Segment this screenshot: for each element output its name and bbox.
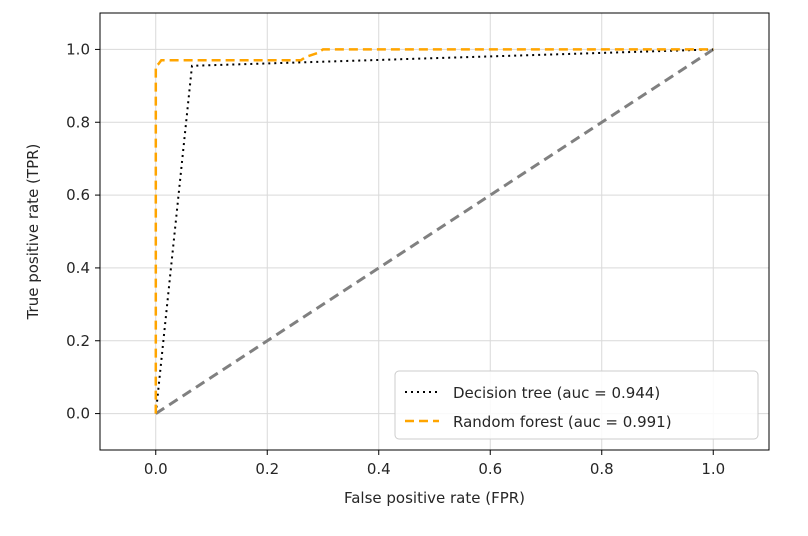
series-line-random bbox=[154, 48, 714, 414]
y-tick-label: 0.4 bbox=[66, 259, 90, 277]
legend-label: Decision tree (auc = 0.944) bbox=[453, 384, 660, 402]
x-tick-label: 0.2 bbox=[255, 460, 279, 478]
x-tick-label: 1.0 bbox=[701, 460, 725, 478]
legend: Decision tree (auc = 0.944) Random forest… bbox=[394, 370, 759, 440]
y-tick-label: 1.0 bbox=[66, 40, 90, 58]
legend-box bbox=[394, 370, 759, 440]
axis-ticks: 0.0 0.2 0.4 0.6 0.8 1.0 0.0 0.2 0.4 0.6 0.8 1.0 bbox=[66, 40, 725, 478]
y-tick-label: 0.6 bbox=[66, 186, 90, 204]
x-tick-label: 0.0 bbox=[144, 460, 168, 478]
y-tick-label: 0.8 bbox=[66, 113, 90, 131]
legend-label: Random forest (auc = 0.991) bbox=[453, 413, 672, 431]
x-tick-label: 0.8 bbox=[590, 460, 614, 478]
series-line-decision bbox=[154, 48, 714, 414]
x-tick-label: 0.4 bbox=[367, 460, 391, 478]
y-axis-label: True positive rate (TPR) bbox=[24, 144, 42, 321]
y-tick-label: 0.0 bbox=[66, 405, 90, 423]
y-tick-label: 0.2 bbox=[66, 332, 90, 350]
diagonal-reference-line bbox=[154, 48, 715, 415]
x-axis-label: False positive rate (FPR) bbox=[344, 489, 525, 507]
x-tick-label: 0.6 bbox=[478, 460, 502, 478]
plot-frame bbox=[99, 12, 770, 451]
series-lines bbox=[154, 48, 715, 415]
grid-lines bbox=[100, 13, 769, 450]
